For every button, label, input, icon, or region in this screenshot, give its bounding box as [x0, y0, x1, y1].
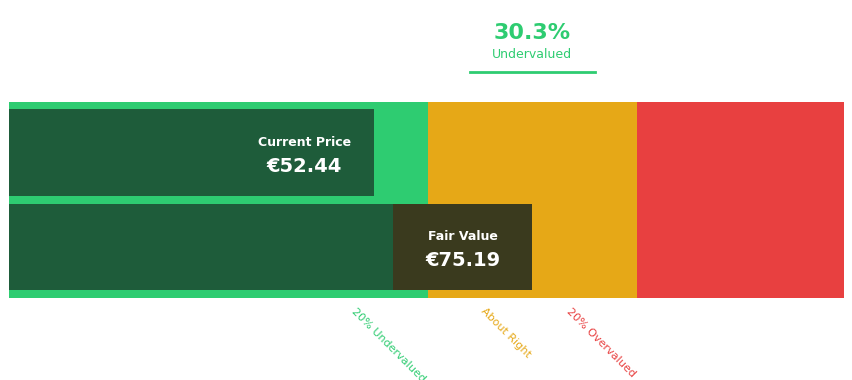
Text: 20% Undervalued: 20% Undervalued: [349, 306, 427, 380]
Bar: [427, 101, 636, 298]
Bar: [9, 204, 532, 290]
Text: About Right: About Right: [478, 306, 532, 359]
Text: 20% Overvalued: 20% Overvalued: [564, 306, 636, 379]
Bar: [636, 101, 843, 298]
Bar: [9, 101, 427, 298]
Text: Current Price: Current Price: [257, 136, 350, 149]
Bar: [393, 204, 532, 290]
Bar: [9, 109, 373, 196]
Text: Fair Value: Fair Value: [427, 230, 497, 243]
Text: 30.3%: 30.3%: [493, 23, 570, 43]
Text: €52.44: €52.44: [266, 157, 342, 176]
Bar: [234, 109, 373, 196]
Text: €75.19: €75.19: [424, 251, 499, 270]
Text: Undervalued: Undervalued: [492, 48, 572, 61]
